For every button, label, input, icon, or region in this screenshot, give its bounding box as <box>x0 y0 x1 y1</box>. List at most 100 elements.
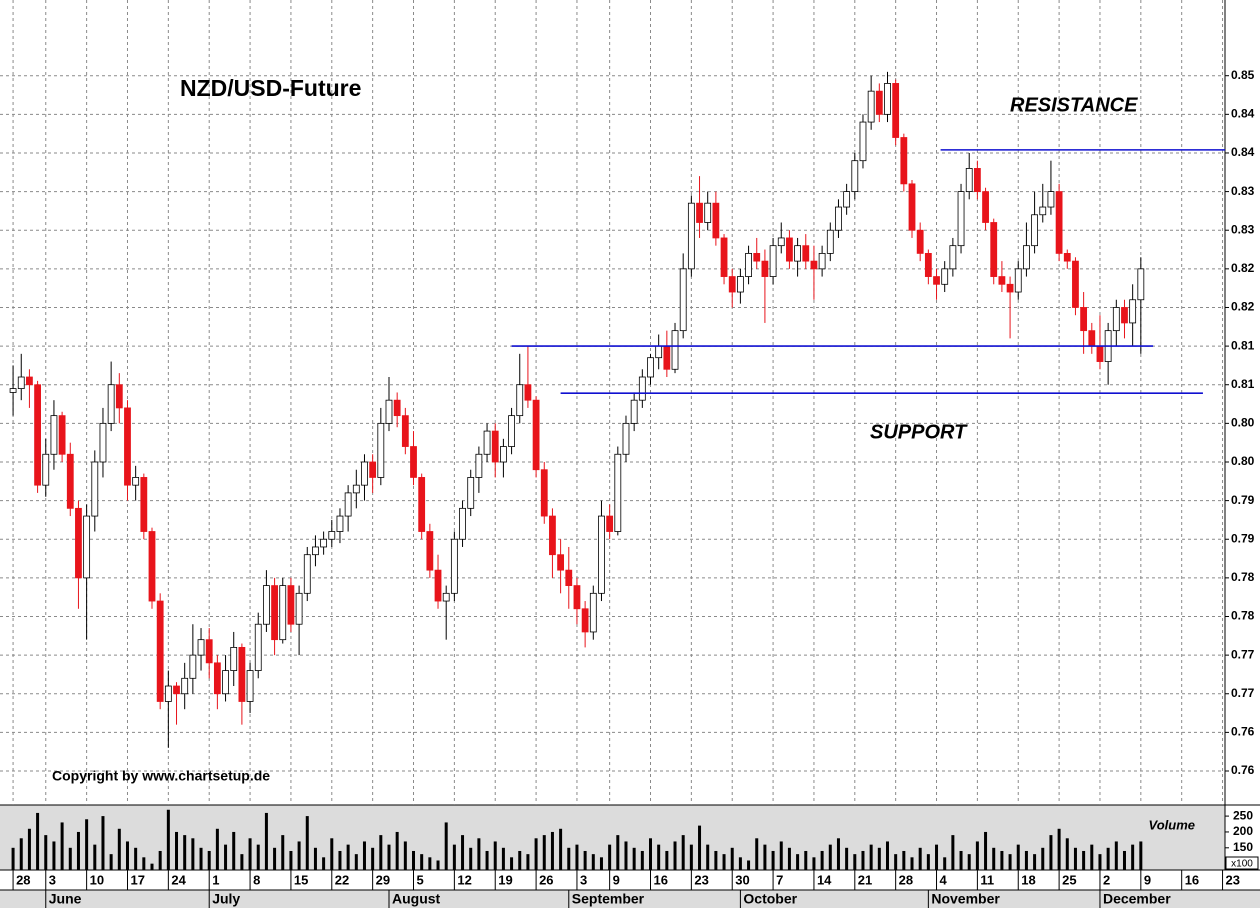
volume-bar <box>134 847 138 870</box>
candle-body <box>320 538 328 548</box>
volume-bar <box>1049 835 1053 870</box>
y-tick-label: 0.82 <box>1231 300 1255 314</box>
chart-title: NZD/USD-Future <box>180 75 361 101</box>
candle-body <box>679 268 687 332</box>
x-tick-label: 8 <box>253 872 260 887</box>
grid <box>0 0 1229 908</box>
volume-bar <box>796 854 800 870</box>
x-tick-label: 22 <box>335 872 349 887</box>
y-tick-label: 0.84 <box>1231 107 1255 121</box>
candle-body <box>1006 283 1014 293</box>
y-tick-label: 0.79 <box>1231 531 1255 545</box>
candle-body <box>875 90 883 115</box>
candle-body <box>467 477 475 509</box>
volume-bar <box>640 850 644 870</box>
volume-title: Volume <box>1149 817 1195 832</box>
candle-body <box>589 592 597 633</box>
candle-body <box>965 168 973 192</box>
y-tick-label: 250 <box>1233 808 1253 822</box>
x-tick-label: 9 <box>613 872 620 887</box>
candle-body <box>892 83 900 138</box>
volume-bar <box>403 841 407 870</box>
candle-body <box>115 384 123 409</box>
candle-body <box>884 83 891 115</box>
candle-body <box>565 569 573 586</box>
y-tick-label: 0.82 <box>1231 261 1255 275</box>
volume-bar <box>567 847 571 870</box>
volume-bar <box>894 854 898 870</box>
candle-body <box>900 137 908 185</box>
candle-body <box>230 646 238 671</box>
volume-panel <box>0 805 1225 870</box>
x-tick-label: 19 <box>498 872 512 887</box>
candle-body <box>745 252 752 277</box>
volume-bar <box>828 844 832 870</box>
candle-body <box>606 515 614 532</box>
volume-bar <box>845 847 849 870</box>
volume-bar <box>649 838 653 870</box>
volume-bar <box>158 850 162 870</box>
y-tick-label: 0.79 <box>1231 493 1255 507</box>
candle-body <box>973 168 981 192</box>
y-tick-label: 0.77 <box>1231 686 1255 700</box>
volume-bar <box>836 838 840 870</box>
volume-bar <box>1033 854 1037 870</box>
volume-bar <box>93 844 97 870</box>
volume-bar <box>395 831 399 870</box>
candle-body <box>132 477 140 486</box>
y-tick-label: 0.76 <box>1231 763 1255 777</box>
candle-body <box>1137 268 1145 301</box>
candle-body <box>1039 206 1047 216</box>
volume-bar <box>534 838 538 870</box>
candle-body <box>459 507 466 540</box>
candle-body <box>687 202 695 270</box>
unit-box <box>1225 856 1259 870</box>
volume-bar <box>183 835 187 870</box>
month-label: November <box>931 891 1000 907</box>
volume-bar <box>812 857 816 870</box>
x-tick-label: 18 <box>1021 872 1035 887</box>
candle-body <box>753 252 761 262</box>
candle-body <box>75 507 82 579</box>
volume-bar <box>224 844 228 870</box>
candle-body <box>140 477 148 532</box>
candle-body <box>581 608 589 633</box>
candle-body <box>908 183 916 231</box>
candle-body <box>1080 307 1088 332</box>
volume-bar <box>616 835 620 870</box>
volume-bar <box>330 838 334 870</box>
candle-body <box>1031 214 1038 247</box>
volume-bar <box>387 844 391 870</box>
y-tick-label: 0.81 <box>1231 338 1255 352</box>
volume-bar <box>444 822 448 870</box>
candle-body <box>614 453 622 532</box>
volume-bar <box>1024 850 1028 870</box>
y-tick-label: 0.84 <box>1231 145 1255 159</box>
candle-body <box>1023 245 1030 270</box>
volume-bar <box>68 847 72 870</box>
x-tick-label: 16 <box>654 872 668 887</box>
volume-bar <box>362 841 366 870</box>
x-tick-label: 25 <box>1062 872 1076 887</box>
volume-bar <box>1114 841 1118 870</box>
candle-body <box>704 202 712 223</box>
candle-body <box>712 202 720 239</box>
candle-body <box>851 160 859 192</box>
candle-body <box>638 376 646 401</box>
candle-body <box>786 237 793 262</box>
candle-body <box>107 384 115 424</box>
volume-bar <box>76 831 80 870</box>
candle-body <box>941 268 949 285</box>
volume-bar <box>346 844 350 870</box>
volume-bar <box>526 854 530 870</box>
volume-bar <box>256 844 260 870</box>
candle-body <box>1112 307 1120 332</box>
volume-bar <box>199 847 203 870</box>
volume-bar <box>11 847 15 870</box>
candle-body <box>777 237 785 247</box>
candle-body <box>982 191 989 223</box>
volume-bar <box>583 850 587 870</box>
volume-bar <box>436 860 440 870</box>
volume-bar <box>1065 838 1069 870</box>
month-row <box>0 890 1260 908</box>
